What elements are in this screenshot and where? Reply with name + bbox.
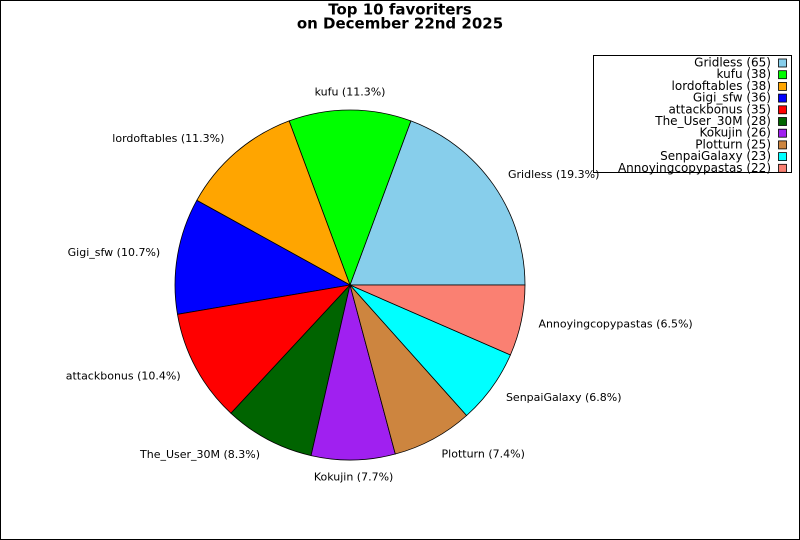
chart-title: Top 10 favoriters <box>328 1 472 19</box>
legend-swatch <box>778 82 787 91</box>
legend-label: Gridless (65) <box>694 56 771 70</box>
legend-label: Annoyingcopypastas (22) <box>618 161 771 175</box>
legend-label: SenpaiGalaxy (23) <box>660 149 771 163</box>
slice-label: kufu (11.3%) <box>315 86 386 99</box>
legend-label: lordoftables (38) <box>672 79 771 93</box>
slice-label: attackbonus (10.4%) <box>66 370 181 383</box>
legend-swatch <box>778 128 787 138</box>
legend-swatch <box>778 140 787 150</box>
legend-label: Gigi_sfw (36) <box>693 91 771 105</box>
chart-subtitle: on December 22nd 2025 <box>297 15 503 33</box>
legend-swatch <box>778 105 787 115</box>
legend-label: attackbonus (35) <box>668 102 771 116</box>
legend-swatch <box>778 117 787 126</box>
slice-label: Gridless (19.3%) <box>508 168 599 181</box>
pie-slice <box>349 284 526 356</box>
legend-label: The_User_30M (28) <box>654 114 771 128</box>
legend-label: Kokujin (26) <box>699 126 771 140</box>
slice-label: SenpaiGalaxy (6.8%) <box>506 391 622 404</box>
legend-swatch <box>778 58 787 68</box>
pie-slice <box>288 109 412 287</box>
legend-label: kufu (38) <box>717 67 771 81</box>
pie-slice <box>230 283 351 457</box>
slice-label: The_User_30M (8.3%) <box>139 448 260 461</box>
legend-swatch <box>778 152 787 162</box>
slice-label: lordoftables (11.3%) <box>112 132 224 145</box>
legend-swatch <box>778 93 787 103</box>
pie-slice <box>196 120 351 286</box>
legend-swatch <box>778 163 787 173</box>
legend-swatch <box>778 70 787 80</box>
pie-slice <box>177 284 352 414</box>
pie-slice <box>174 199 352 315</box>
slice-label: Plotturn (7.4%) <box>442 447 525 460</box>
pie-slice <box>349 120 526 286</box>
legend-label: Plotturn (25) <box>695 137 771 151</box>
slice-label: Annoyingcopypastas (6.5%) <box>538 317 692 330</box>
slice-label: Kokujin (7.7%) <box>314 470 394 483</box>
legend-box <box>593 55 792 173</box>
slice-label: Gigi_sfw (10.7%) <box>68 246 161 259</box>
